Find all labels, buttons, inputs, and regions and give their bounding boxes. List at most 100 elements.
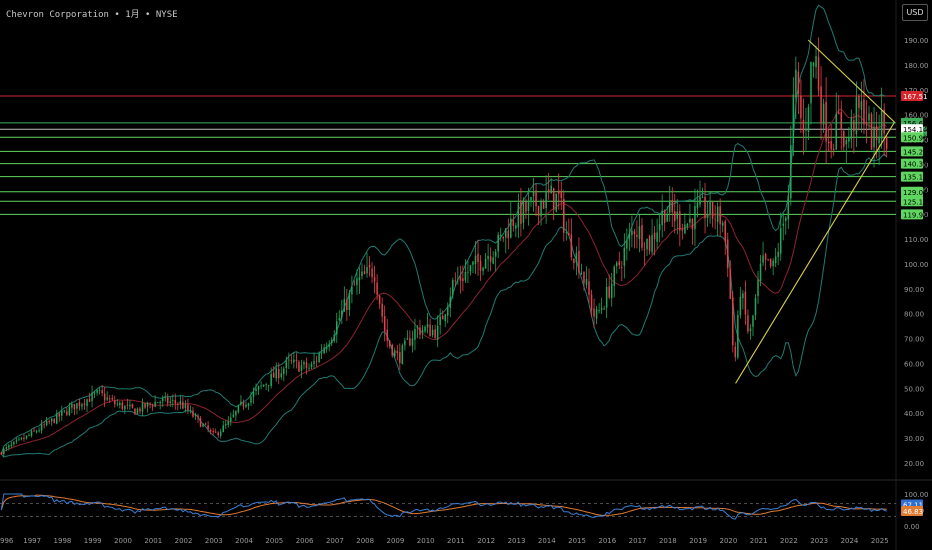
candle-body xyxy=(797,71,800,94)
candle-body xyxy=(477,253,479,262)
candle-body xyxy=(590,294,593,311)
symbol-title[interactable]: Chevron Corporation • 1月 • NYSE xyxy=(6,10,178,20)
candle-body xyxy=(497,234,499,252)
price-badge xyxy=(901,124,923,135)
candle-body xyxy=(694,206,696,230)
time-tick-label: 2009 xyxy=(387,537,405,545)
candle-body xyxy=(18,438,20,440)
price-tick-label: 160.00 xyxy=(904,112,929,120)
time-axis[interactable]: 996 1997 1998 1999 2000 2001 2002 2003 2004 2005 2… xyxy=(0,537,889,545)
candle-body xyxy=(499,234,502,236)
currency-button[interactable]: USD xyxy=(902,4,928,21)
triangle-trendlines[interactable] xyxy=(735,39,895,384)
candle-body xyxy=(61,411,63,416)
candle-body xyxy=(207,425,209,430)
moving-average xyxy=(0,108,887,455)
candle-body xyxy=(101,390,103,394)
candle-body xyxy=(373,276,376,282)
candle-body xyxy=(542,201,545,209)
candle-body xyxy=(676,211,679,220)
candle-body xyxy=(878,136,880,144)
candle-body xyxy=(737,314,739,358)
candle-body xyxy=(545,190,547,209)
candle-body xyxy=(411,338,414,346)
candle-body xyxy=(305,362,308,369)
candle-body xyxy=(386,329,388,341)
candle-body xyxy=(484,258,487,269)
candle-body xyxy=(631,230,633,236)
candle-body xyxy=(227,421,230,425)
candle-body xyxy=(772,260,774,267)
candle-body xyxy=(464,272,467,281)
candlesticks xyxy=(0,37,888,457)
price-axis[interactable]: 20.00 30.00 40.00 50.00 60.00 70.00 80.00 90.00… xyxy=(901,37,932,468)
candle-body xyxy=(315,360,318,362)
candle-body xyxy=(832,148,835,151)
candle-body xyxy=(716,206,719,222)
candle-body xyxy=(219,431,222,436)
candle-body xyxy=(222,425,224,433)
bollinger-upper xyxy=(0,4,887,455)
candle-body xyxy=(494,251,497,257)
candle-body xyxy=(416,326,419,329)
price-tick-label: 60.00 xyxy=(904,360,924,368)
candle-body xyxy=(255,388,257,391)
candle-body xyxy=(283,368,285,374)
candle-body xyxy=(827,141,830,144)
candle-body xyxy=(681,229,684,231)
candle-body xyxy=(103,393,106,401)
candle-body xyxy=(121,402,124,410)
candle-body xyxy=(512,220,515,226)
candle-body xyxy=(774,256,777,264)
candle-body xyxy=(593,308,595,317)
price-badge xyxy=(901,146,923,157)
candle-body xyxy=(419,327,421,335)
candle-body xyxy=(298,361,300,372)
candle-body xyxy=(557,190,560,194)
candle-body xyxy=(58,413,61,417)
candle-body xyxy=(865,122,868,124)
candle-body xyxy=(578,250,580,273)
candle-body xyxy=(391,344,394,356)
candle-body xyxy=(288,359,290,361)
candle-body xyxy=(265,384,267,386)
candle-body xyxy=(623,247,626,266)
candle-body xyxy=(870,114,873,150)
candle-body xyxy=(830,140,832,150)
price-tick-label: 80.00 xyxy=(904,311,924,319)
candle-body xyxy=(807,106,810,133)
candle-body xyxy=(565,232,568,233)
candle-body xyxy=(457,278,459,280)
candle-body xyxy=(626,239,628,249)
candle-body xyxy=(431,329,434,336)
candle-body xyxy=(25,435,28,439)
candle-body xyxy=(68,406,71,415)
ascending-trendline xyxy=(735,121,895,384)
candle-body xyxy=(754,298,757,316)
time-tick-label: 2017 xyxy=(629,537,647,545)
candle-body xyxy=(406,338,409,340)
candle-body xyxy=(812,62,815,67)
candle-body xyxy=(489,256,492,262)
price-tick-label: 70.00 xyxy=(904,336,924,344)
candle-body xyxy=(696,203,699,208)
candle-body xyxy=(502,236,504,239)
time-tick-label: 2007 xyxy=(326,537,344,545)
candle-body xyxy=(73,403,76,410)
candle-body xyxy=(295,359,298,361)
candle-body xyxy=(875,125,878,141)
candle-body xyxy=(71,403,73,408)
candle-body xyxy=(20,437,23,440)
candle-body xyxy=(795,69,797,98)
candle-body xyxy=(646,238,648,250)
candle-body xyxy=(396,350,399,354)
time-tick-label: 2018 xyxy=(659,537,677,545)
candle-body xyxy=(343,299,346,312)
candle-body xyxy=(361,271,363,277)
time-tick-label: 1998 xyxy=(54,537,72,545)
candle-body xyxy=(194,414,197,417)
time-tick-label: 2013 xyxy=(508,537,526,545)
candle-body xyxy=(272,372,275,378)
candle-body xyxy=(124,405,126,410)
